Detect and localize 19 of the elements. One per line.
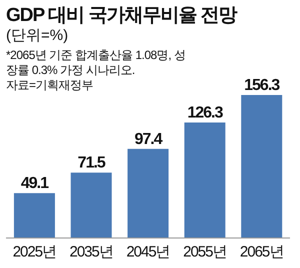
text: 자료=기획재정부	[6, 78, 94, 93]
data-label: 97.4	[134, 130, 163, 148]
x-tick-label: 2045년	[126, 244, 170, 261]
chart-subtitle: (단위=%)	[6, 26, 68, 45]
x-tick-label: 2035년	[70, 244, 113, 261]
text: *2065년 기준 합계출산율 1.08명, 성장률 0.3% 가정 시나리오.	[6, 48, 186, 78]
bar	[70, 172, 112, 238]
bar	[128, 148, 169, 238]
data-label: 126.3	[187, 104, 224, 122]
chart-title: GDP 대비 국가채무비율 전망	[6, 4, 237, 28]
data-label: 71.5	[78, 154, 106, 172]
bar	[14, 193, 55, 238]
data-label: 156.3	[244, 77, 280, 94]
x-tick-label: 2025년	[12, 244, 56, 261]
data-label: 49.1	[20, 175, 50, 192]
x-tick-label: 2065년	[240, 244, 284, 261]
bar	[241, 95, 282, 238]
x-tick-label: 2055년	[183, 244, 226, 261]
bar	[184, 122, 226, 238]
